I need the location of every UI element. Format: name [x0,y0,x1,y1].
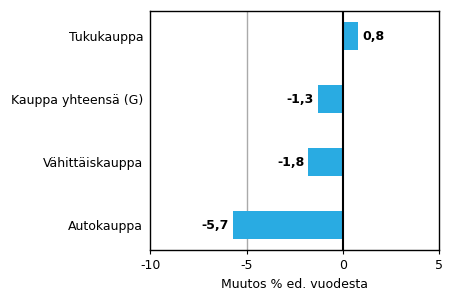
Bar [233,211,343,239]
X-axis label: Muutos % ed. vuodesta: Muutos % ed. vuodesta [221,278,368,291]
Bar [318,85,343,113]
Bar [308,148,343,176]
Text: -1,8: -1,8 [277,156,304,169]
Text: -5,7: -5,7 [202,219,229,232]
Text: -1,3: -1,3 [286,93,314,106]
Bar [343,22,358,50]
Text: 0,8: 0,8 [362,30,384,43]
